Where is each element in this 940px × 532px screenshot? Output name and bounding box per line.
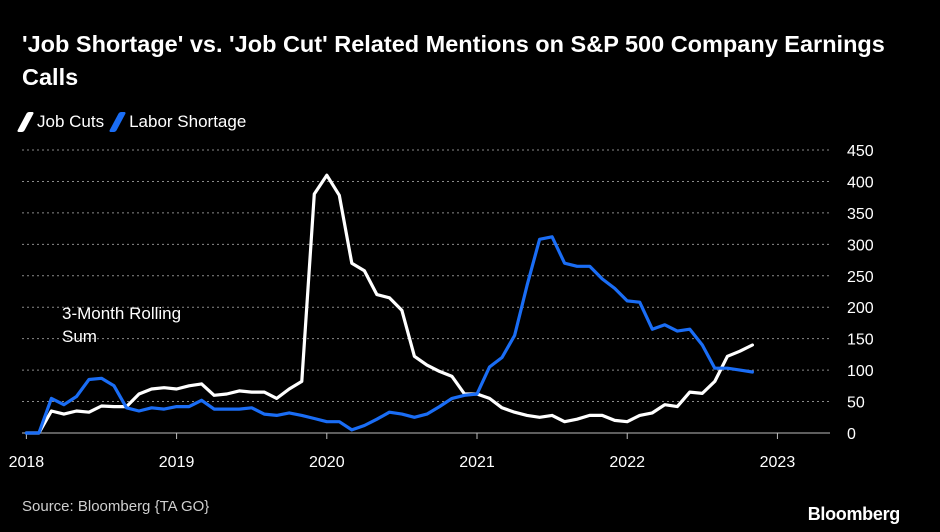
x-tick-label-2023: 2023 xyxy=(760,454,796,471)
series-line-labor-shortage xyxy=(24,235,755,435)
y-tick-label-350: 350 xyxy=(847,206,874,223)
legend-label-job-cuts: Job Cuts xyxy=(37,112,105,131)
x-tick-label-2020: 2020 xyxy=(309,454,345,471)
y-tick-label-0: 0 xyxy=(847,426,856,443)
bloomberg-logo: Bloomberg xyxy=(807,504,901,524)
source-note: Source: Bloomberg {TA GO} xyxy=(22,498,210,515)
y-tick-label-200: 200 xyxy=(847,300,874,317)
legend-item-job-cuts: Job Cuts xyxy=(16,112,105,132)
y-tick-label-100: 100 xyxy=(847,363,874,380)
x-tick-label-2022: 2022 xyxy=(609,454,645,471)
y-tick-label-250: 250 xyxy=(847,269,874,286)
x-tick-label-2019: 2019 xyxy=(159,454,195,471)
y-axis-ticks: 0 50 100 150 200 250 300 350 400 450 xyxy=(847,143,874,443)
y-tick-label-50: 50 xyxy=(847,395,865,412)
x-tick-label-2018: 2018 xyxy=(9,454,45,471)
y-tick-label-150: 150 xyxy=(847,332,874,349)
legend-item-labor-shortage: Labor Shortage xyxy=(108,112,247,132)
grid-lines xyxy=(22,149,830,434)
legend-label-labor-shortage: Labor Shortage xyxy=(129,112,247,131)
chart-title: 'Job Shortage' vs. 'Job Cut' Related Men… xyxy=(22,31,885,90)
annotation-line-1: 3-Month Rolling xyxy=(62,304,181,323)
x-axis-ticks: 2018 2019 2020 2021 2022 2023 xyxy=(9,433,796,471)
series-line-job-cuts xyxy=(24,173,755,435)
chart-series xyxy=(24,173,755,435)
annotation-line-2: Sum xyxy=(62,327,97,346)
y-tick-label-450: 450 xyxy=(847,143,874,160)
chart-legend: Job Cuts Labor Shortage xyxy=(16,110,256,134)
x-tick-label-2021: 2021 xyxy=(459,454,495,471)
y-tick-label-300: 300 xyxy=(847,237,874,254)
y-tick-label-400: 400 xyxy=(847,174,874,191)
